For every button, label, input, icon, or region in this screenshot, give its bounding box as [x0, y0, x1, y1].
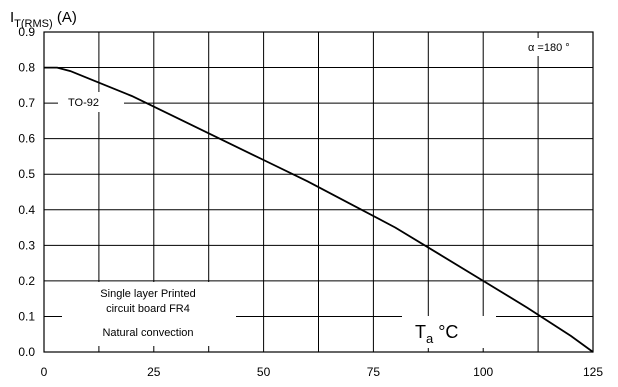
- y-tick-label: 0.1: [18, 309, 35, 323]
- alpha-label-bg: [519, 38, 585, 56]
- y-tick-labels: 0.0 0.1 0.2 0.3 0.4 0.5 0.6 0.7 0.8 0.9: [18, 25, 35, 359]
- grid: [44, 32, 593, 352]
- board-label-bg: [62, 282, 236, 346]
- alpha-label: α =180 °: [528, 42, 570, 54]
- y-axis-title: IT(RMS) (A): [10, 9, 77, 30]
- x-tick-label: 75: [367, 365, 381, 379]
- y-tick-label: 0.2: [18, 274, 35, 288]
- xlabel-bg: [402, 316, 496, 348]
- x-tick-label: 25: [147, 365, 161, 379]
- y-tick-label: 0.8: [18, 61, 35, 75]
- y-tick-label: 0.9: [18, 25, 35, 39]
- y-tick-label: 0.3: [18, 238, 35, 252]
- x-tick-label: 0: [41, 365, 48, 379]
- x-tick-labels: 0 25 50 75 100 125: [41, 365, 604, 379]
- convection-label: Natural convection: [102, 327, 193, 339]
- board-label-line2: circuit board FR4: [106, 303, 190, 315]
- y-tick-label: 0.5: [18, 167, 35, 181]
- plot-frame: [43, 31, 594, 353]
- y-tick-label: 0.7: [18, 96, 35, 110]
- x-tick-label: 50: [257, 365, 271, 379]
- package-label-bg: [58, 92, 124, 112]
- y-tick-label: 0.4: [18, 203, 35, 217]
- y-tick-label: 0.0: [18, 345, 35, 359]
- x-axis-title: Ta °C: [415, 322, 458, 346]
- y-tick-label: 0.6: [18, 132, 35, 146]
- x-tick-label: 100: [473, 365, 493, 379]
- series-line: [44, 66, 594, 353]
- package-label: TO-92: [68, 97, 99, 109]
- board-label-line1: Single layer Printed: [100, 288, 195, 300]
- x-tick-label: 125: [583, 365, 603, 379]
